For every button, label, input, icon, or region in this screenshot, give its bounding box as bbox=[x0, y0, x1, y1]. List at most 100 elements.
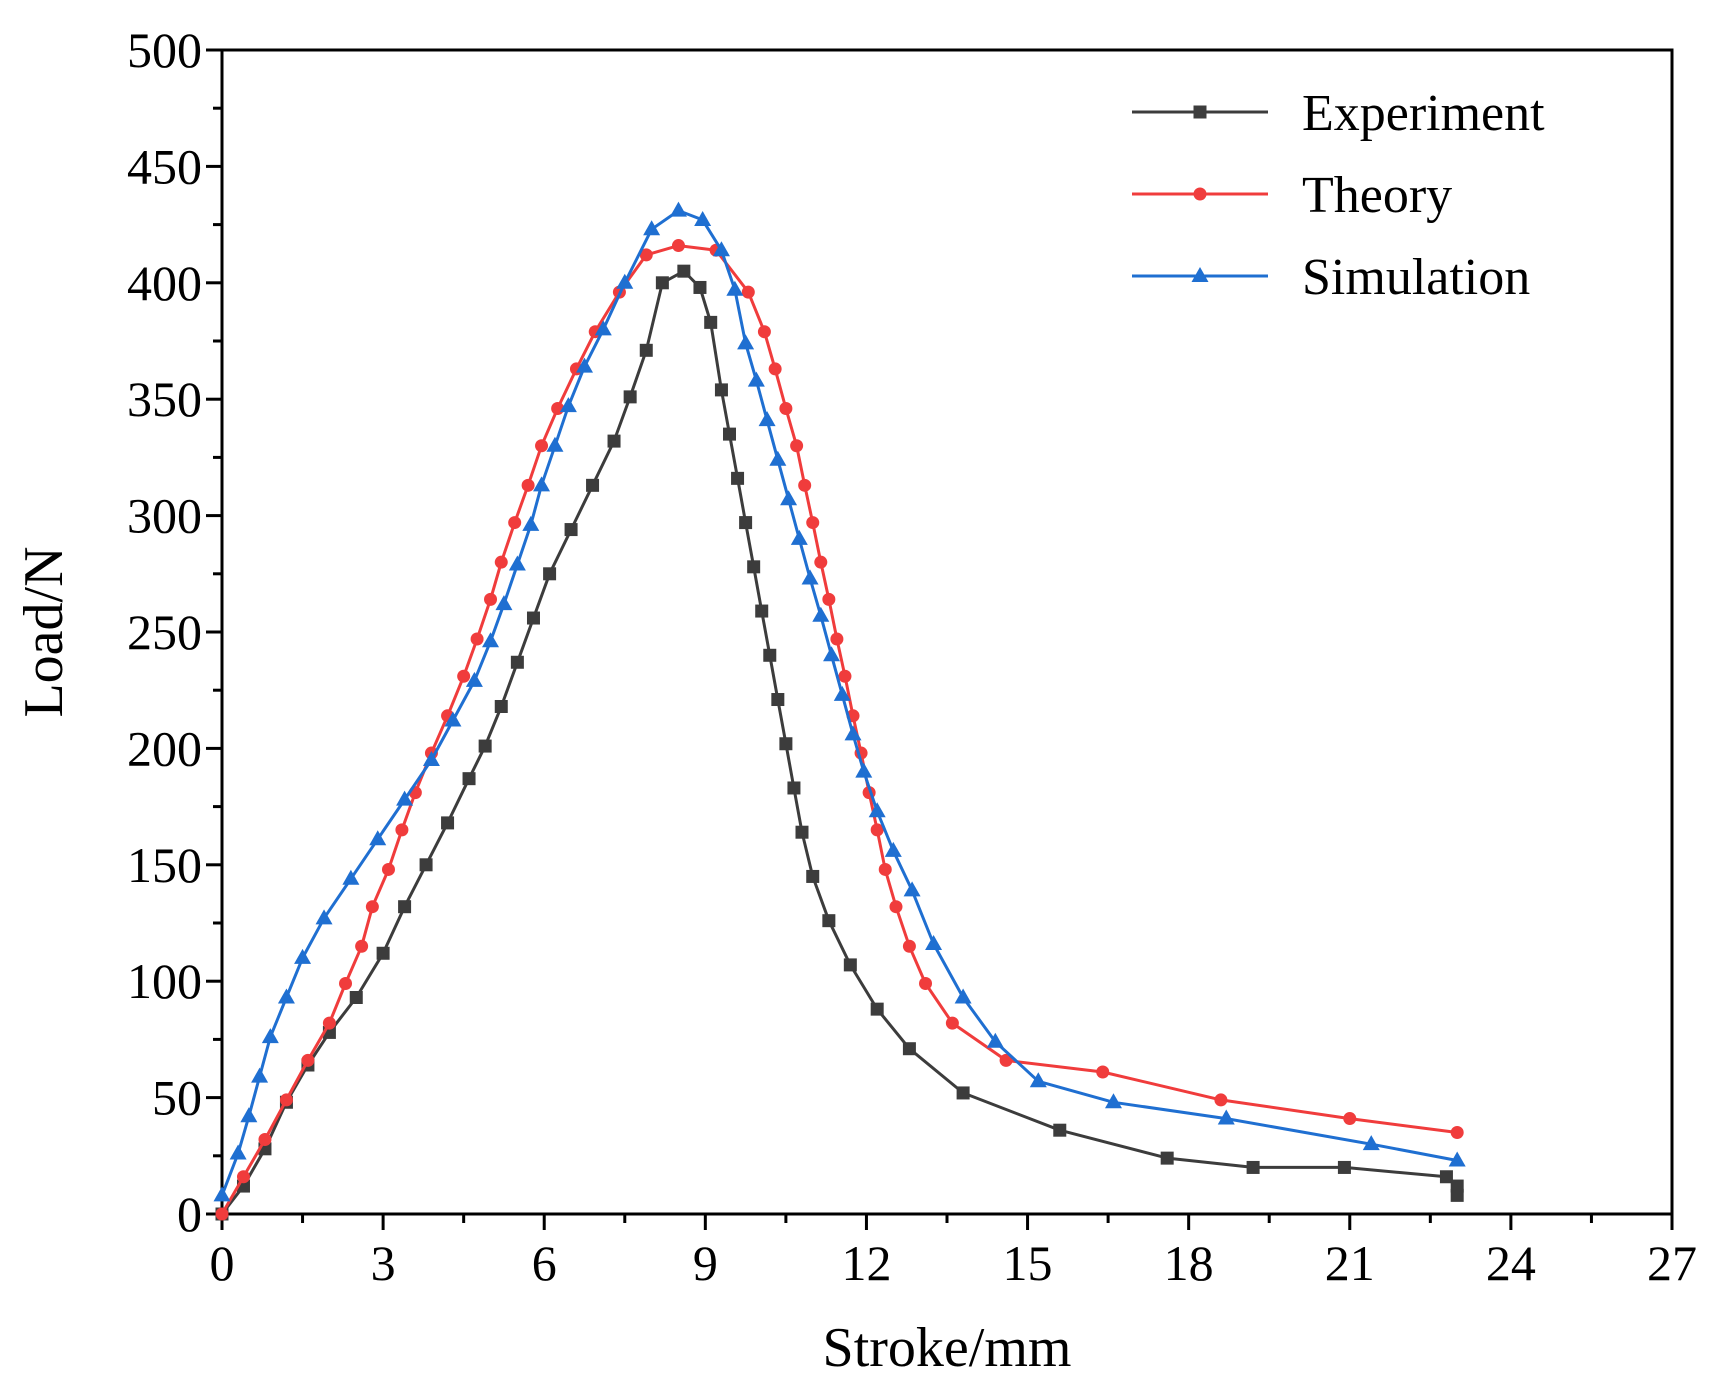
data-point bbox=[737, 334, 755, 350]
data-point bbox=[806, 869, 820, 883]
data-point bbox=[279, 1093, 293, 1107]
data-point bbox=[830, 632, 844, 646]
y-tick-label: 150 bbox=[127, 837, 202, 893]
data-point bbox=[508, 555, 526, 571]
data-point bbox=[639, 248, 653, 262]
data-point bbox=[444, 711, 462, 727]
data-point bbox=[277, 988, 295, 1004]
data-point bbox=[376, 946, 390, 960]
x-tick-label: 6 bbox=[532, 1235, 557, 1291]
data-point bbox=[1096, 1065, 1110, 1079]
data-point bbox=[1029, 1072, 1047, 1088]
data-point bbox=[1053, 1123, 1067, 1137]
legend-label: Simulation bbox=[1302, 249, 1530, 306]
data-point bbox=[1450, 1126, 1464, 1140]
series-simulation bbox=[213, 201, 1466, 1202]
data-point bbox=[790, 439, 804, 453]
data-point bbox=[546, 436, 564, 452]
data-point bbox=[870, 1002, 884, 1016]
data-point bbox=[559, 397, 577, 413]
data-point bbox=[779, 737, 793, 751]
y-tick-label: 100 bbox=[127, 953, 202, 1009]
data-point bbox=[369, 830, 387, 846]
data-point bbox=[396, 790, 414, 806]
data-point bbox=[902, 939, 916, 953]
data-point bbox=[833, 685, 851, 701]
x-tick-label: 15 bbox=[1003, 1235, 1053, 1291]
data-point bbox=[294, 948, 312, 964]
data-point bbox=[215, 1207, 229, 1221]
data-point bbox=[482, 632, 500, 648]
data-point bbox=[643, 220, 661, 236]
data-point bbox=[236, 1170, 250, 1184]
data-point bbox=[1450, 1188, 1464, 1202]
data-point bbox=[925, 934, 943, 950]
data-point bbox=[365, 900, 379, 914]
data-point bbox=[564, 523, 578, 537]
data-point bbox=[1343, 1112, 1357, 1126]
x-tick-label: 3 bbox=[371, 1235, 396, 1291]
data-point bbox=[999, 1053, 1013, 1067]
data-point bbox=[1214, 1093, 1228, 1107]
x-tick-label: 0 bbox=[210, 1235, 235, 1291]
data-point bbox=[422, 751, 440, 767]
series-line bbox=[220, 244, 1458, 1215]
data-point bbox=[747, 560, 761, 574]
data-point bbox=[945, 1016, 959, 1030]
data-point bbox=[787, 781, 801, 795]
data-point bbox=[339, 977, 353, 991]
x-tick-label: 12 bbox=[841, 1235, 891, 1291]
data-point bbox=[533, 476, 551, 492]
data-point bbox=[884, 841, 902, 857]
data-point bbox=[814, 555, 828, 569]
data-point bbox=[731, 471, 745, 485]
legend-label: Experiment bbox=[1302, 85, 1545, 142]
x-tick-label: 18 bbox=[1164, 1235, 1214, 1291]
data-point bbox=[838, 669, 852, 683]
y-tick-label: 450 bbox=[127, 138, 202, 194]
data-point bbox=[823, 646, 841, 662]
data-point bbox=[623, 390, 637, 404]
data-point bbox=[586, 478, 600, 492]
data-point bbox=[494, 699, 508, 713]
data-point bbox=[769, 450, 787, 466]
y-tick-label: 350 bbox=[127, 371, 202, 427]
data-point bbox=[693, 280, 707, 294]
data-point bbox=[954, 988, 972, 1004]
data-point bbox=[355, 939, 369, 953]
data-point bbox=[457, 669, 471, 683]
data-point bbox=[768, 362, 782, 376]
legend-label: Theory bbox=[1302, 167, 1452, 224]
data-point bbox=[779, 402, 793, 416]
x-tick-label: 24 bbox=[1486, 1235, 1536, 1291]
data-point bbox=[712, 241, 730, 257]
data-point bbox=[801, 569, 819, 585]
series-theory bbox=[215, 239, 1464, 1221]
series-layer bbox=[213, 201, 1466, 1221]
data-point bbox=[1362, 1135, 1380, 1151]
y-tick-label: 500 bbox=[127, 22, 202, 78]
data-point bbox=[771, 693, 785, 707]
data-point bbox=[398, 900, 412, 914]
data-point bbox=[868, 802, 886, 818]
data-point bbox=[889, 900, 903, 914]
tick-labels: 0 3 6 9 12 15 18 21 24 27 0 50 100 150 200 250 300 350 400… bbox=[127, 22, 1697, 1291]
x-tick-label: 27 bbox=[1647, 1235, 1697, 1291]
data-point bbox=[704, 315, 718, 329]
series-line bbox=[220, 209, 1458, 1196]
data-point bbox=[462, 772, 476, 786]
data-point bbox=[419, 858, 433, 872]
data-point bbox=[465, 671, 483, 687]
data-point bbox=[655, 276, 669, 290]
data-point bbox=[677, 264, 691, 278]
axis-ticks bbox=[206, 48, 1674, 1230]
data-point bbox=[795, 825, 809, 839]
data-point bbox=[349, 990, 363, 1004]
data-point bbox=[315, 909, 333, 925]
data-point bbox=[495, 595, 513, 611]
data-point bbox=[607, 434, 621, 448]
x-axis-title: Stroke/mm bbox=[823, 1317, 1072, 1379]
data-point bbox=[639, 343, 653, 357]
data-point bbox=[240, 1107, 258, 1123]
data-point bbox=[522, 515, 540, 531]
